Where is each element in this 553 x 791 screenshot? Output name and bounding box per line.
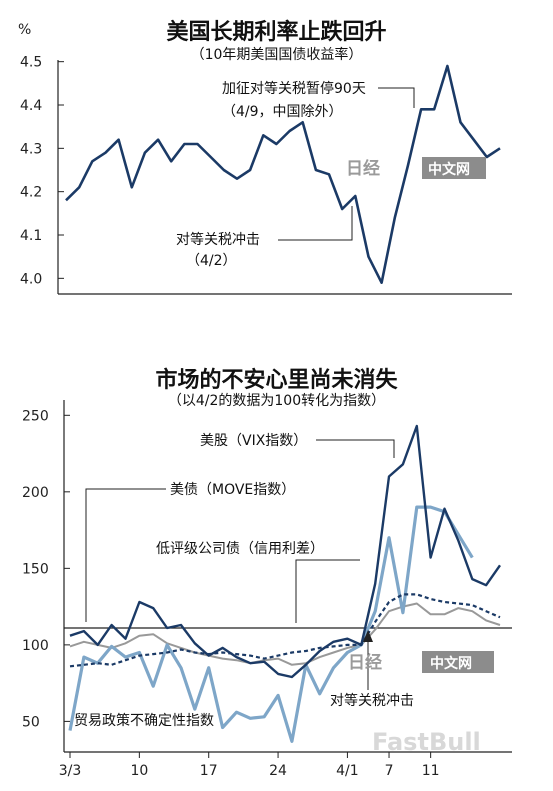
chart2-shock-arrowhead bbox=[363, 630, 373, 642]
chart2-x-tick-label: 7 bbox=[385, 763, 394, 779]
chart2-series-line bbox=[69, 593, 501, 668]
chart2-x-tick-label: 24 bbox=[269, 763, 287, 779]
chart1-y-tick-label: 4.3 bbox=[20, 141, 42, 157]
leader-credit-spread bbox=[295, 559, 360, 623]
legend-vix: 美股（VIX指数） bbox=[200, 433, 307, 449]
watermark-nikkei-1: 日经 中文网 bbox=[346, 157, 486, 179]
chart1-annotation-shock: 对等关税冲击 bbox=[176, 231, 260, 248]
source-watermark: FastBull bbox=[372, 728, 481, 756]
chart2-x-tick-label: 3/3 bbox=[59, 763, 82, 779]
chart1-annotation-pause-detail: （4/9，中国除外） bbox=[222, 104, 343, 120]
chart1-annotation-pause: 加征对等关税暂停90天 bbox=[222, 80, 366, 97]
chart2-y-tick-label: 100 bbox=[22, 638, 49, 654]
chart1-y-tick-label: 4.5 bbox=[20, 55, 42, 71]
legend-trade-uncertainty: 贸易政策不确定性指数 bbox=[74, 712, 214, 729]
watermark-text: 中文网 bbox=[428, 161, 470, 178]
chart2-y-tick-label: 150 bbox=[22, 561, 49, 577]
chart1-y-tick-label: 4.0 bbox=[20, 271, 42, 287]
chart2-y-tick-label: 250 bbox=[22, 408, 49, 424]
chart1-leader-shock bbox=[278, 206, 353, 241]
chart1-y-tick-label: 4.4 bbox=[20, 98, 42, 114]
watermark-text: 中文网 bbox=[430, 655, 472, 672]
chart1-y-tick-label: 4.1 bbox=[20, 228, 42, 244]
chart2-title: 市场的不安心里尚未消失 bbox=[155, 368, 398, 393]
chart1-series-line bbox=[65, 64, 501, 285]
leader-move bbox=[85, 488, 166, 622]
chart2-x-tick-label: 10 bbox=[130, 763, 148, 779]
chart1-y-unit: % bbox=[18, 22, 31, 38]
chart1-subtitle: （10年期美国国债收益率） bbox=[190, 47, 363, 63]
legend-credit-spread: 低评级公司债（信用利差） bbox=[156, 541, 324, 557]
chart2-x-tick-label: 4/1 bbox=[336, 763, 359, 779]
chart1-annotation-shock-detail: （4/2） bbox=[186, 253, 237, 269]
chart1-y-tick-label: 4.2 bbox=[20, 185, 42, 201]
chart2-series-line bbox=[69, 602, 501, 666]
leader-vix bbox=[316, 439, 395, 458]
chart2-x-tick-label: 17 bbox=[200, 763, 218, 779]
chart2-y-tick-label: 200 bbox=[22, 485, 49, 501]
chart1-leader-pause bbox=[378, 87, 415, 108]
chart2-series-line bbox=[69, 424, 501, 679]
chart2-y-tick-label: 50 bbox=[22, 714, 40, 730]
chart1-title: 美国长期利率止跌回升 bbox=[166, 20, 387, 45]
legend-move: 美债（MOVE指数） bbox=[170, 482, 295, 498]
chart2-subtitle: （以4/2的数据为100转化为指数） bbox=[167, 393, 386, 409]
chart2-x-tick-label: 11 bbox=[422, 763, 440, 779]
watermark-nikkei-2: 日经 中文网 bbox=[348, 651, 494, 673]
watermark-logo: 日经 bbox=[348, 652, 382, 673]
watermark-logo: 日经 bbox=[346, 158, 380, 179]
chart2-annotation-shock: 对等关税冲击 bbox=[330, 692, 414, 709]
